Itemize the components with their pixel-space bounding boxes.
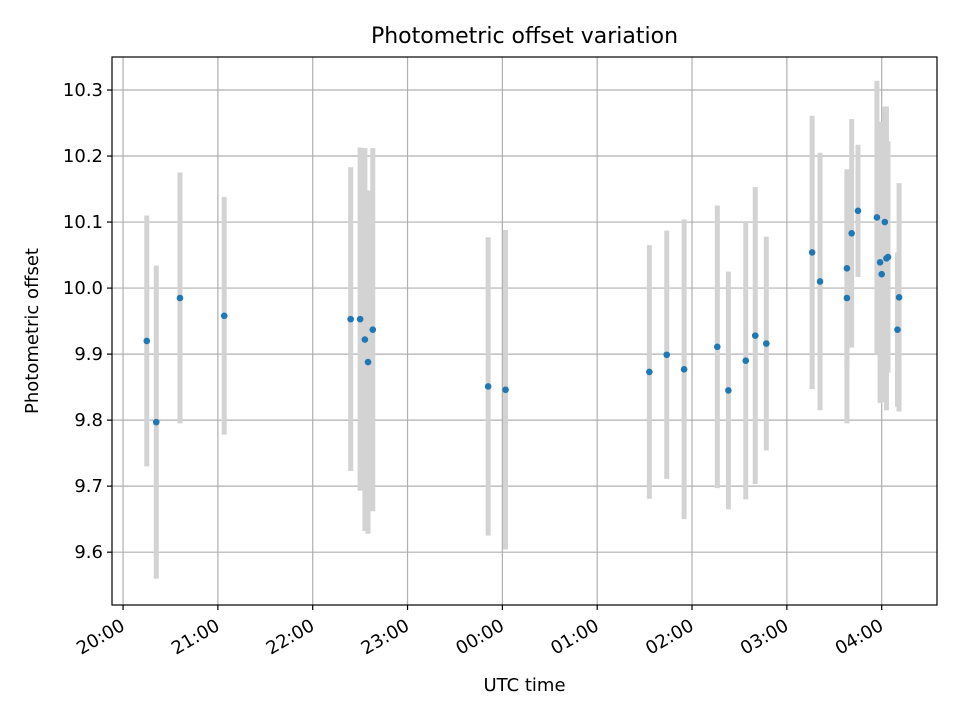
data-point xyxy=(751,332,759,339)
data-point xyxy=(895,294,903,301)
data-point xyxy=(220,312,228,320)
data-point xyxy=(725,387,732,394)
data-point xyxy=(873,214,881,221)
data-point xyxy=(763,340,770,347)
data-point xyxy=(854,207,862,215)
data-point xyxy=(347,315,354,323)
x-axis-label: UTC time xyxy=(483,675,565,696)
data-point xyxy=(369,326,377,333)
y-tick-label: 10.3 xyxy=(63,80,103,101)
y-axis: 9.6 9.7 9.8 9.9 10.0 10.1 10.2 10.3 xyxy=(63,80,112,563)
grid xyxy=(112,57,937,605)
data-point xyxy=(848,229,855,237)
y-tick-label: 10.1 xyxy=(63,212,103,233)
data-point xyxy=(714,343,721,351)
y-tick-label: 9.8 xyxy=(74,410,103,431)
data-point xyxy=(680,365,688,373)
y-tick-label: 10.0 xyxy=(63,278,103,299)
data-point xyxy=(646,368,653,376)
y-tick-label: 9.6 xyxy=(74,542,103,563)
data-point xyxy=(878,270,885,278)
data-point xyxy=(152,418,160,426)
data-point xyxy=(663,351,671,359)
data-point xyxy=(502,386,509,394)
data-point xyxy=(356,315,364,323)
data-point xyxy=(742,357,750,365)
data-point xyxy=(143,337,151,345)
y-axis-label: Photometric offset xyxy=(22,248,43,414)
data-point xyxy=(843,294,851,302)
data-point xyxy=(816,278,824,285)
data-point xyxy=(364,358,372,366)
data-point xyxy=(843,264,851,272)
y-tick-label: 10.2 xyxy=(63,146,103,167)
data-point xyxy=(361,336,369,343)
data-point xyxy=(881,218,889,226)
y-tick-label: 9.7 xyxy=(74,476,103,497)
data-point xyxy=(884,253,892,261)
data-point xyxy=(484,383,492,390)
data-point xyxy=(176,294,184,302)
data-point xyxy=(894,326,901,333)
data-point xyxy=(876,259,884,266)
data-points xyxy=(143,207,903,426)
chart-title: Photometric offset variation xyxy=(371,24,678,49)
plot-frame xyxy=(111,56,938,606)
y-tick-label: 9.9 xyxy=(74,344,103,365)
data-point xyxy=(808,249,816,256)
